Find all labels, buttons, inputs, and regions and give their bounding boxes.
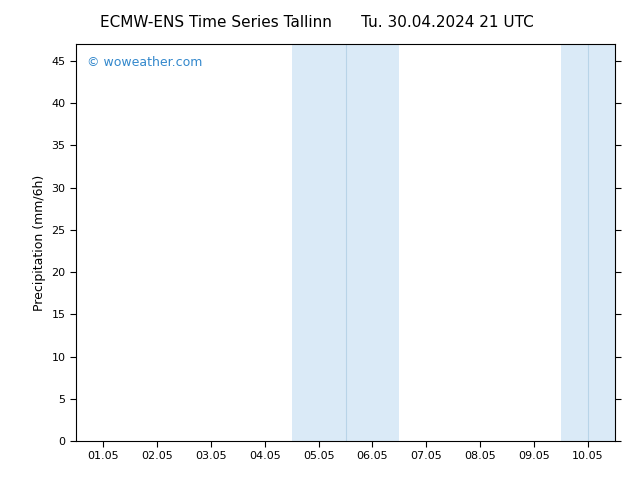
Text: © woweather.com: © woweather.com: [87, 56, 202, 69]
Text: ECMW-ENS Time Series Tallinn      Tu. 30.04.2024 21 UTC: ECMW-ENS Time Series Tallinn Tu. 30.04.2…: [100, 15, 534, 30]
Y-axis label: Precipitation (mm/6h): Precipitation (mm/6h): [33, 174, 46, 311]
Bar: [292, 44, 399, 441]
Bar: [561, 44, 615, 441]
